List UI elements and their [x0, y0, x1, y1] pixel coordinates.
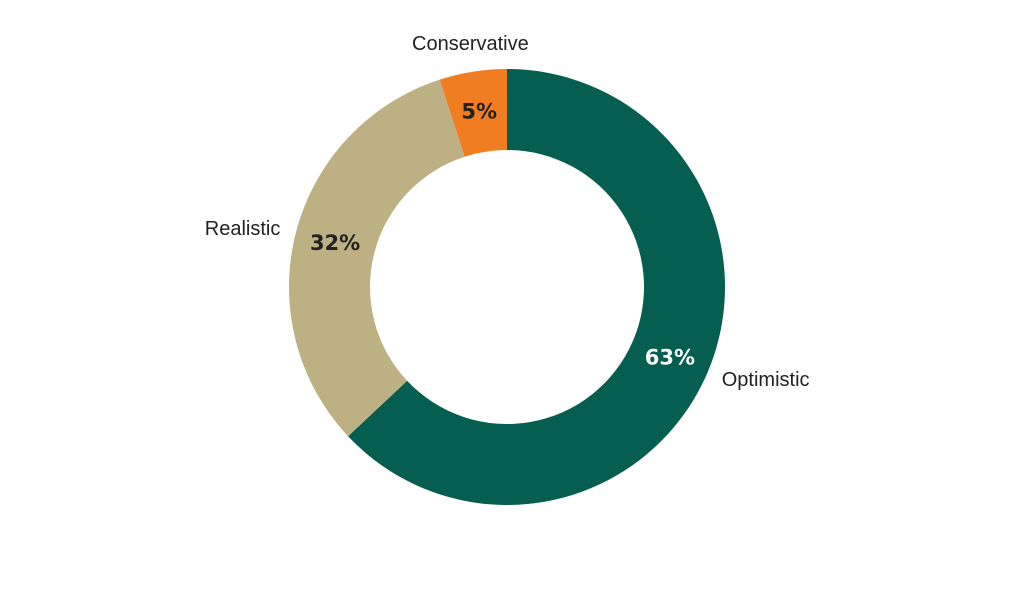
- donut-slices: [288, 69, 726, 505]
- category-label-realistic: Realistic: [205, 218, 281, 240]
- slice-conservative: [439, 69, 507, 157]
- category-label-conservative: Conservative: [412, 33, 529, 55]
- slice-optimistic: [348, 69, 726, 505]
- slice-realistic: [288, 79, 465, 437]
- donut-percent-labels: 63% 32% 5%: [310, 100, 695, 370]
- donut-category-labels: Optimistic Realistic Conservative: [205, 33, 810, 391]
- percent-label-realistic: 32%: [310, 231, 360, 255]
- percent-label-conservative: 5%: [461, 100, 497, 124]
- percent-label-optimistic: 63%: [645, 345, 695, 369]
- category-label-optimistic: Optimistic: [722, 369, 810, 391]
